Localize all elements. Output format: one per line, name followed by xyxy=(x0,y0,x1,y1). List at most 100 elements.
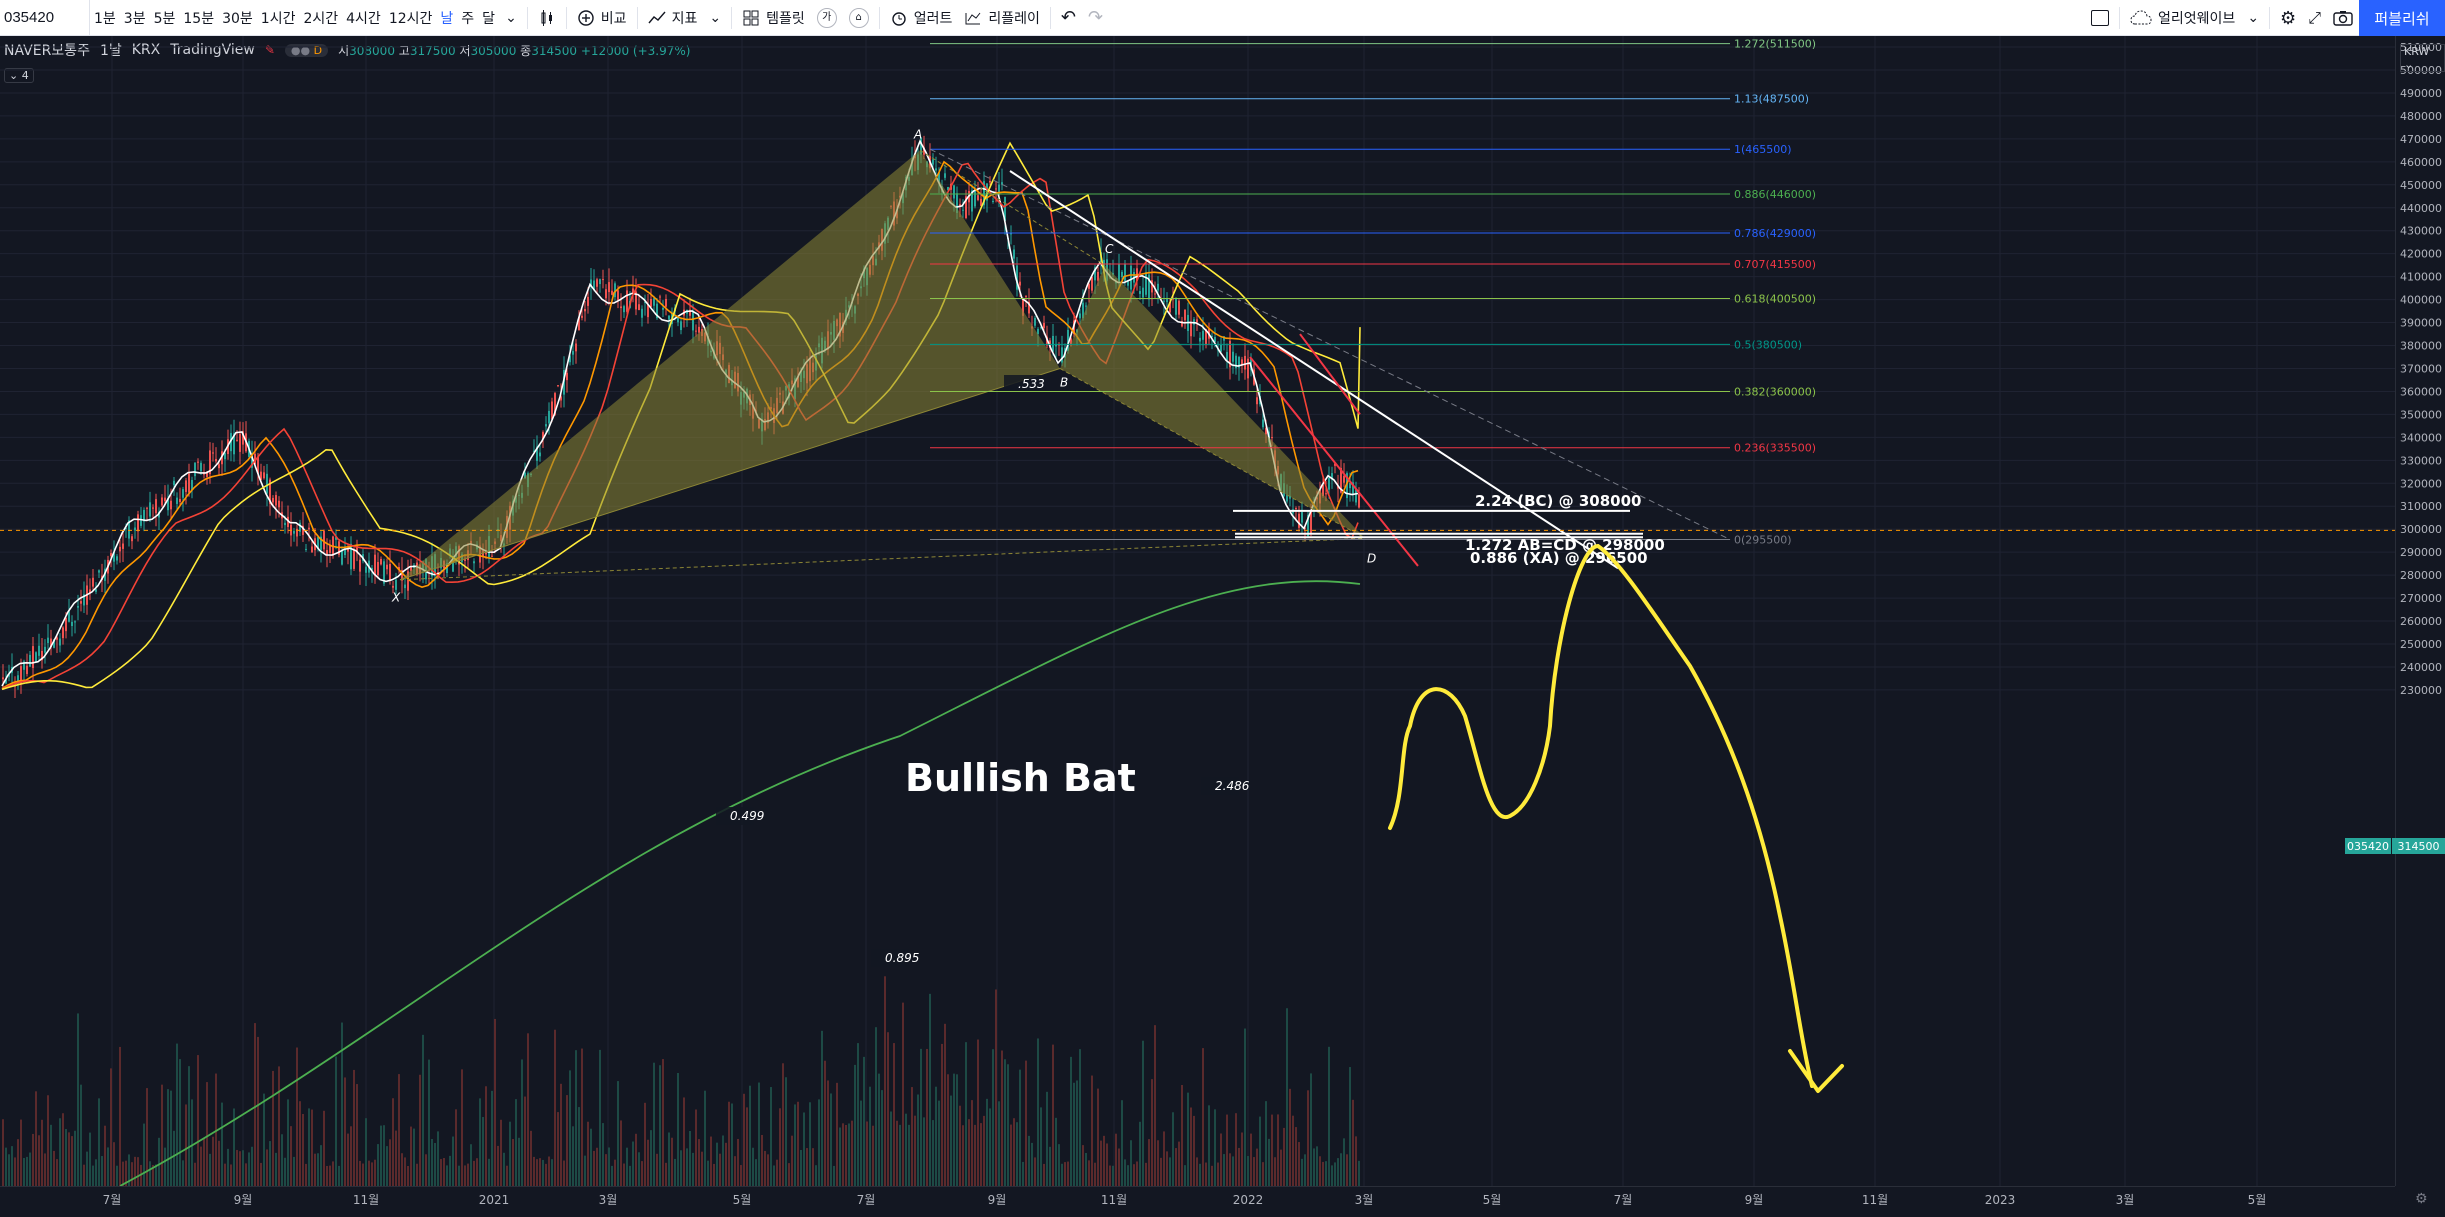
price-tick-label: 430000 xyxy=(2400,225,2442,238)
volume-bar xyxy=(1352,1099,1354,1186)
candle-body xyxy=(1034,317,1036,326)
indicators-button[interactable]: 지표 xyxy=(642,0,704,36)
volume-bar xyxy=(191,1099,193,1186)
candle-style-icon[interactable] xyxy=(532,0,562,36)
pencil-icon[interactable]: ✎ xyxy=(264,43,275,57)
candle-body xyxy=(620,306,622,309)
candle-body xyxy=(1352,482,1354,496)
volume-bar xyxy=(1205,1162,1207,1186)
replay-button[interactable]: 리플레이 xyxy=(958,0,1046,36)
volume-bar xyxy=(278,1066,280,1186)
candle-body xyxy=(32,646,34,668)
time-axis[interactable]: 7월 9월 11월 2021 3월 5월 7월 9월 11월 2022 3월 5월 7월 9월 11월 202… xyxy=(0,1186,2428,1213)
interval-3[interactable]: 15분 xyxy=(183,10,215,27)
volume-bar xyxy=(617,1081,619,1186)
volume-bar xyxy=(1088,1160,1090,1186)
candle-body xyxy=(365,566,367,573)
volume-bar xyxy=(917,1094,919,1186)
candle-body xyxy=(638,304,640,311)
volume-bar xyxy=(563,1160,565,1186)
volume-bar xyxy=(656,1153,658,1186)
volume-bar xyxy=(821,1030,823,1186)
volume-bar xyxy=(23,1158,25,1186)
indicators-dropdown-icon[interactable]: ⌄ xyxy=(709,9,722,26)
axis-settings-gear-icon[interactable]: ⚙ xyxy=(2415,1191,2428,1207)
volume-bar xyxy=(908,1124,910,1186)
fullscreen-chart-checkbox-icon[interactable] xyxy=(2085,0,2115,36)
fullscreen-icon[interactable]: ⤢ xyxy=(2308,8,2321,27)
candle-body xyxy=(206,472,208,477)
price-tick-label: 300000 xyxy=(2400,523,2442,536)
candle-body xyxy=(1235,355,1237,369)
symbol-search[interactable]: 035420 xyxy=(0,0,90,36)
volume-bar xyxy=(1148,1139,1150,1186)
volume-bar xyxy=(974,1124,976,1186)
candle-body xyxy=(611,290,613,295)
candle-body xyxy=(524,472,526,479)
candle-body xyxy=(35,652,37,662)
interval-4[interactable]: 30분 xyxy=(222,10,253,27)
redo-icon[interactable]: ↷ xyxy=(1087,7,1104,28)
candle-body xyxy=(311,546,313,553)
currency-selector[interactable]: KRW ⌄ xyxy=(2400,44,2445,72)
volume-bar xyxy=(158,1137,160,1186)
volume-bar xyxy=(428,1059,430,1186)
compare-button[interactable]: 비교 xyxy=(571,0,633,36)
interval-10[interactable]: 주 xyxy=(461,10,475,27)
volume-bar xyxy=(1238,1147,1240,1186)
indicators-collapse-button[interactable]: ⌄ 4 xyxy=(4,68,34,83)
interval-6[interactable]: 2시간 xyxy=(303,10,339,27)
volume-bar xyxy=(548,1156,550,1186)
undo-icon[interactable]: ↶ xyxy=(1060,7,1076,28)
volume-bar xyxy=(335,1056,337,1186)
candle-body xyxy=(1154,293,1156,295)
interval-0[interactable]: 1분 xyxy=(94,10,116,27)
volume-bar xyxy=(308,1108,310,1186)
templates-button[interactable]: 템플릿 xyxy=(736,0,811,36)
volume-bar xyxy=(212,1136,214,1186)
volume-bar xyxy=(1250,1133,1252,1186)
interval-8[interactable]: 12시간 xyxy=(388,10,433,27)
candle-body xyxy=(1346,473,1348,499)
settings-gear-icon[interactable]: ⚙ xyxy=(2280,7,2297,29)
interval-7[interactable]: 4시간 xyxy=(346,10,381,27)
volume-bar xyxy=(884,976,886,1186)
layout-dropdown-icon[interactable]: ⌄ xyxy=(2247,10,2260,26)
volume-bar xyxy=(1013,1118,1015,1186)
divider xyxy=(565,6,567,29)
volume-bar xyxy=(785,1077,787,1186)
volume-bar xyxy=(128,1154,130,1186)
volume-bar xyxy=(365,1118,367,1186)
volume-bar xyxy=(161,1084,163,1186)
lock-tool-icon[interactable]: ⌂ xyxy=(843,0,875,36)
price-axis[interactable]: 5300005200005100005000004900004800004700… xyxy=(2395,0,2445,1186)
candle-body xyxy=(44,646,46,653)
bat-xd-edge xyxy=(399,537,1366,581)
bat-ac-edge xyxy=(919,149,1106,266)
candle-body xyxy=(185,480,187,492)
alert-button[interactable]: 얼러트 xyxy=(884,0,959,36)
camera-icon[interactable] xyxy=(2327,0,2359,36)
interval-dropdown-icon[interactable]: ⌄ xyxy=(505,9,517,26)
candle-body xyxy=(161,497,163,506)
volume-bar xyxy=(851,1120,853,1186)
interval-9[interactable]: 날 xyxy=(440,10,454,27)
interval-11[interactable]: 달 xyxy=(482,10,496,27)
volume-bar xyxy=(578,1107,580,1186)
candle-body xyxy=(635,291,637,310)
candle-body xyxy=(98,570,100,573)
interval-2[interactable]: 5분 xyxy=(153,10,176,27)
candle-body xyxy=(140,515,142,526)
interval-5[interactable]: 1시간 xyxy=(260,10,296,27)
layout-button[interactable]: 얼리엇웨이브 xyxy=(2124,0,2241,36)
candle-body xyxy=(215,458,217,462)
interval-1[interactable]: 3분 xyxy=(123,10,146,27)
candle-body xyxy=(920,137,922,155)
price-tick-label: 230000 xyxy=(2400,684,2442,697)
text-tool-icon[interactable]: 가 xyxy=(811,0,843,36)
candle-body xyxy=(275,495,277,506)
volume-bar xyxy=(494,1018,496,1186)
candle-body xyxy=(1286,495,1288,502)
publish-button[interactable]: 퍼블리쉬 xyxy=(2359,0,2445,36)
